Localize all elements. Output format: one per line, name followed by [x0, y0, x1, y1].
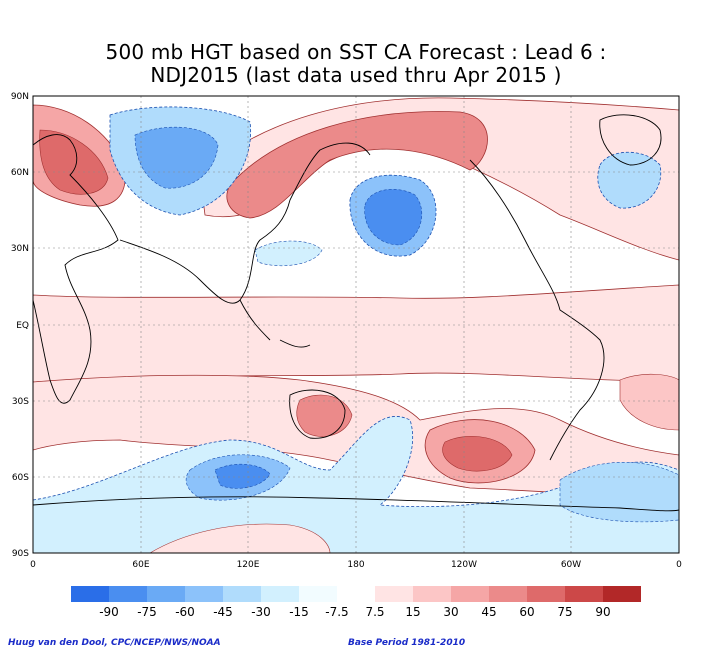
- colorbar-swatch: [527, 586, 565, 602]
- map-title-line-2: NDJ2015 (last data used thru Apr 2015 ): [150, 63, 562, 87]
- colorbar-swatch: [299, 586, 337, 602]
- colorbar-label: 15: [405, 605, 420, 619]
- lon-label: 0: [30, 560, 36, 570]
- colorbar-swatch: [223, 586, 261, 602]
- coastlines: [33, 114, 679, 512]
- lat-label: 90S: [12, 549, 29, 559]
- colorbar-swatch: [147, 586, 185, 602]
- colorbar-swatch: [337, 586, 375, 602]
- map-frame: [32, 95, 680, 554]
- graticule: [33, 96, 679, 553]
- colorbar-swatch: [261, 586, 299, 602]
- lon-label: 180: [347, 560, 364, 570]
- colorbar-label: -7.5: [325, 605, 348, 619]
- credit-base-period: Base Period 1981-2010: [348, 638, 466, 648]
- lon-label: 60W: [561, 560, 581, 570]
- colorbar-label: -45: [213, 605, 233, 619]
- anomaly-field: [33, 96, 679, 553]
- lon-label: 120E: [237, 560, 260, 570]
- lon-label: 0: [676, 560, 682, 570]
- lat-label: 90N: [11, 92, 29, 102]
- tropical-positive-band: [33, 284, 679, 383]
- colorbar-label: -90: [99, 605, 119, 619]
- lat-label: EQ: [16, 321, 29, 331]
- colorbar-swatch: [71, 586, 109, 602]
- colorbar-label: 7.5: [365, 605, 384, 619]
- lat-label: 30S: [12, 397, 29, 407]
- colorbar-label: -60: [175, 605, 195, 619]
- southern-negative-band: [33, 416, 679, 553]
- colorbar-swatch: [109, 586, 147, 602]
- colorbar-swatch: [451, 586, 489, 602]
- colorbar-label: 75: [557, 605, 572, 619]
- north-positive-core: [226, 111, 488, 219]
- colorbar-swatch: [603, 586, 641, 602]
- colorbar-label: 45: [481, 605, 496, 619]
- colorbar-label: 60: [519, 605, 534, 619]
- colorbar: -90 -75 -60 -45 -30 -15 -7.5 7.5 15 30 45 60 75 90: [71, 586, 641, 619]
- credit-author: Huug van den Dool, CPC/NCEP/NWS/NOAA: [8, 638, 221, 648]
- colorbar-label: -75: [137, 605, 157, 619]
- colorbar-swatch: [375, 586, 413, 602]
- lat-label: 30N: [11, 244, 29, 254]
- colorbar-label: -15: [289, 605, 309, 619]
- colorbar-swatch: [185, 586, 223, 602]
- lat-label: 60S: [12, 473, 29, 483]
- lon-label: 60E: [132, 560, 149, 570]
- lat-label: 60N: [11, 168, 29, 178]
- north-atlantic-negative-anomaly: [597, 152, 662, 209]
- colorbar-swatch: [413, 586, 451, 602]
- lon-label: 120W: [451, 560, 477, 570]
- colorbar-swatch: [489, 586, 527, 602]
- colorbar-swatch: [565, 586, 603, 602]
- latitude-labels: 90N 60N 30N EQ 30S 60S 90S: [11, 92, 29, 559]
- colorbar-label: 30: [443, 605, 458, 619]
- map-title-line-1: 500 mb HGT based on SST CA Forecast : Le…: [105, 40, 607, 64]
- longitude-labels: 0 60E 120E 180 120W 60W 0: [30, 560, 682, 570]
- colorbar-label: 90: [595, 605, 610, 619]
- colorbar-label: -30: [251, 605, 271, 619]
